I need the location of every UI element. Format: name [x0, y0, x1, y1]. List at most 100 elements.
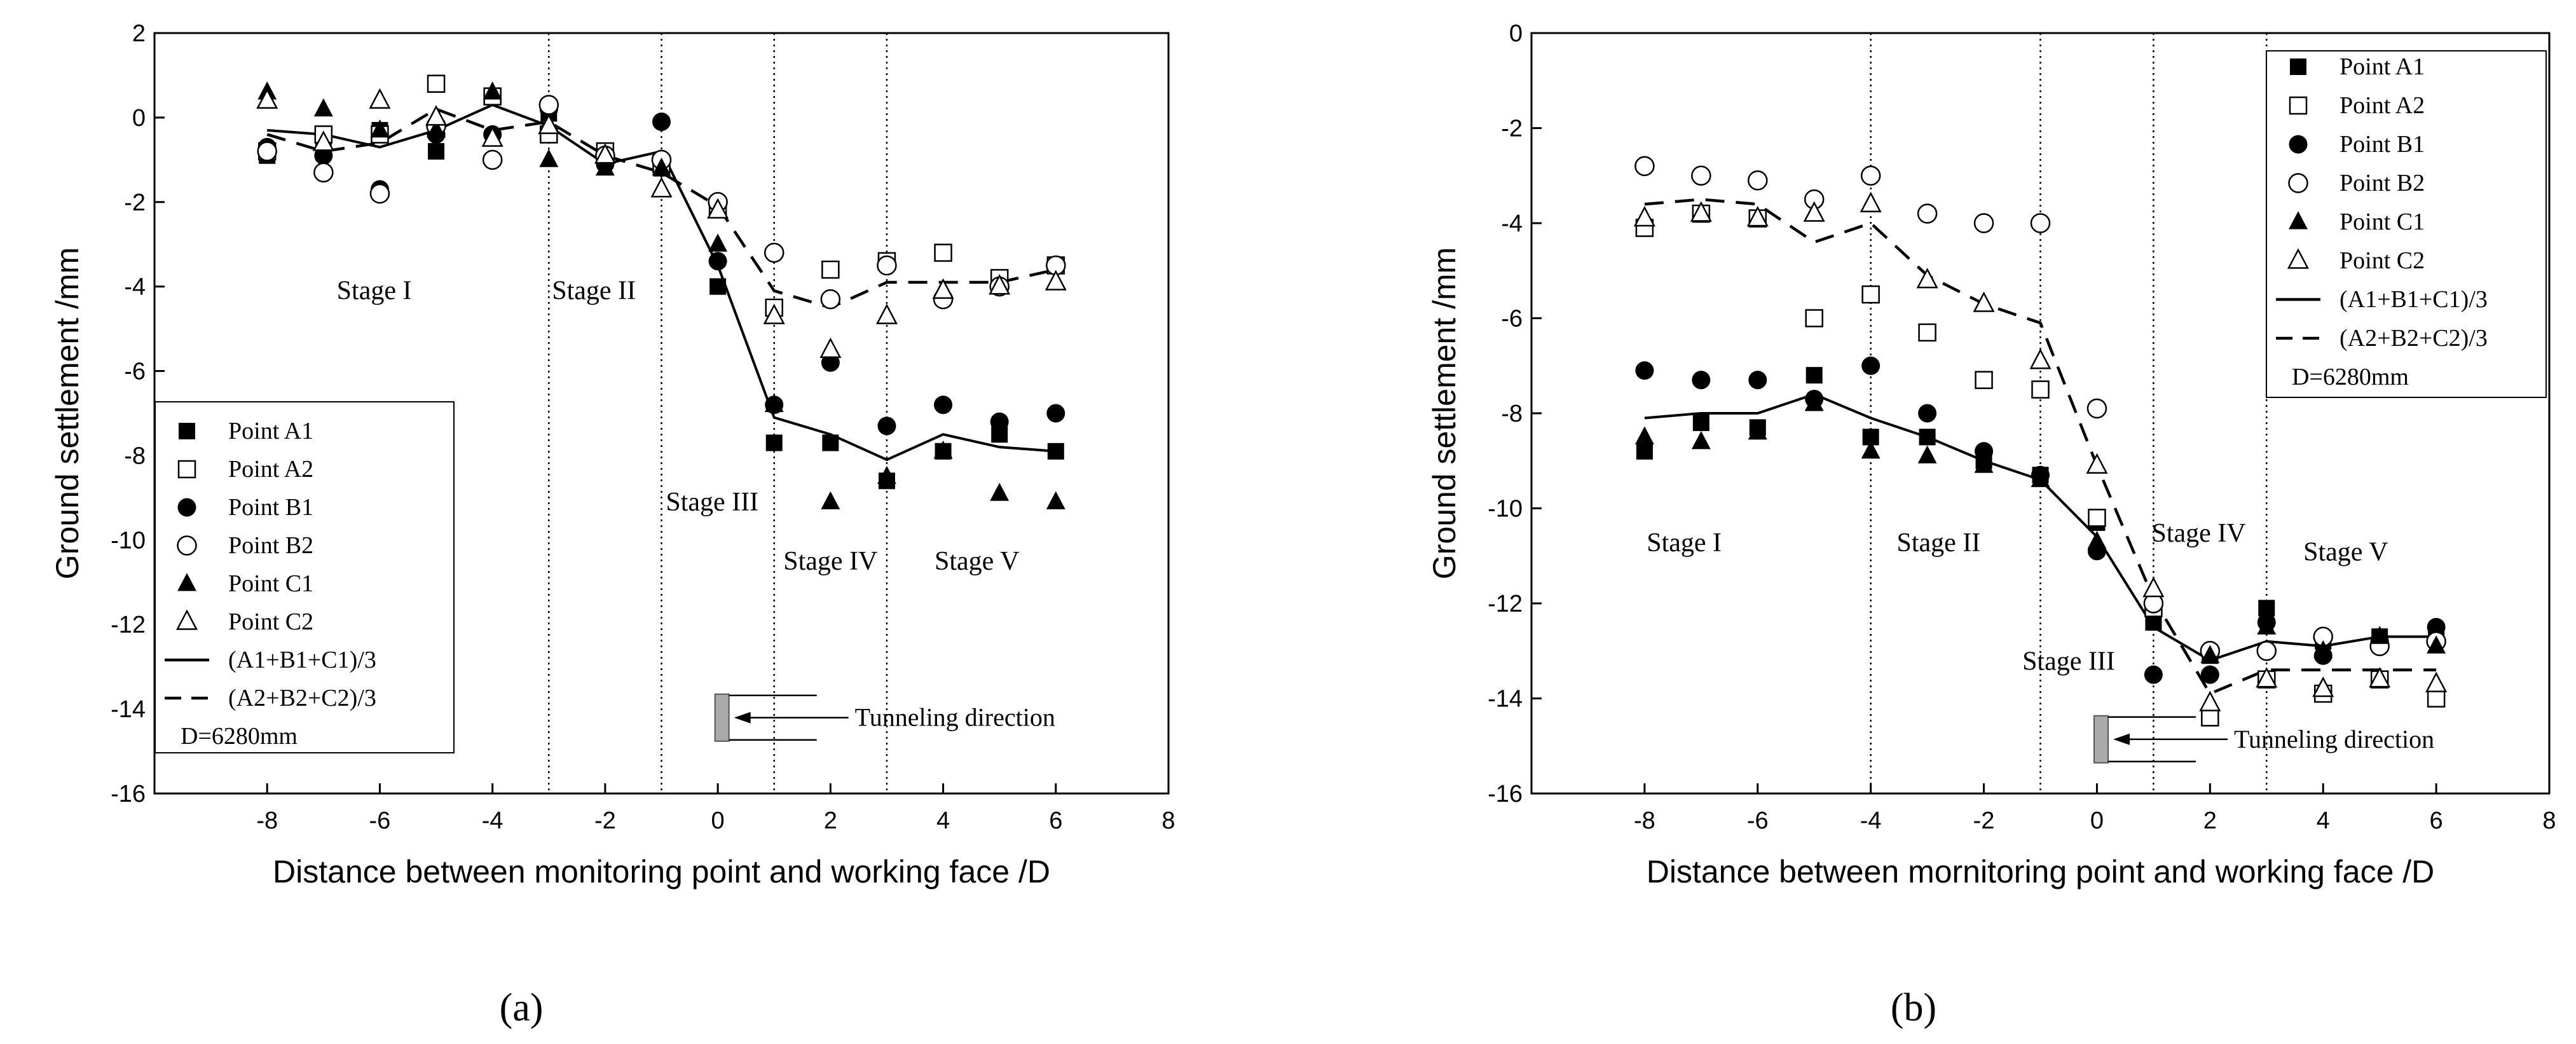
- data-point: [989, 274, 1011, 295]
- x-tick-label: 6: [2430, 807, 2443, 834]
- legend-marker: [2289, 96, 2308, 115]
- arrow-left-icon: [734, 711, 751, 724]
- data-point: [1748, 371, 1767, 390]
- data-point: [1633, 205, 1655, 227]
- data-point: [369, 183, 390, 204]
- x-tick-label: -4: [1860, 807, 1882, 834]
- stage-label: Stage II: [1897, 528, 1981, 558]
- y-tick-label: 2: [132, 20, 146, 47]
- data-point: [1636, 443, 1653, 460]
- legend-label: (A2+B2+C2)/3: [2340, 325, 2488, 352]
- data-point: [2427, 635, 2446, 654]
- data-point: [764, 242, 784, 263]
- panel-caption: (b): [1891, 986, 1936, 1029]
- data-point: [2031, 380, 2050, 399]
- shield-machine-icon: [714, 693, 730, 742]
- legend-label: Point B2: [2340, 170, 2425, 196]
- x-tick-label: 4: [936, 807, 950, 834]
- x-tick-label: -2: [594, 807, 616, 834]
- data-point: [595, 157, 615, 176]
- data-point: [370, 119, 390, 138]
- data-point: [2427, 617, 2446, 636]
- stage-label: Stage III: [2022, 647, 2115, 677]
- data-point: [1917, 203, 1938, 224]
- data-point: [2200, 665, 2219, 684]
- stage-label: Stage IV: [2151, 519, 2245, 548]
- legend-box: [154, 401, 455, 753]
- data-point: [650, 177, 673, 198]
- stage-label: Stage II: [552, 277, 636, 306]
- data-point: [932, 278, 954, 299]
- data-point: [821, 260, 840, 279]
- stage-label: Stage I: [337, 277, 412, 306]
- legend-label: Point B2: [228, 532, 313, 559]
- x-tick-label: 0: [711, 807, 725, 834]
- data-point: [1691, 165, 1711, 186]
- y-tick-label: -2: [1501, 116, 1523, 142]
- y-tick-label: -12: [111, 612, 146, 638]
- data-point: [1046, 404, 1065, 423]
- legend-marker: [2289, 135, 2308, 154]
- data-point: [482, 149, 503, 170]
- data-point: [2086, 453, 2108, 474]
- y-tick-label: -16: [111, 781, 146, 807]
- y-tick-label: 0: [1509, 20, 1523, 47]
- data-point: [1860, 191, 1882, 212]
- data-point: [1918, 404, 1937, 423]
- data-point: [428, 143, 445, 160]
- y-tick-label: -12: [1488, 591, 1523, 617]
- data-point: [1975, 371, 1993, 389]
- y-tick-label: -8: [1501, 401, 1523, 427]
- data-point: [483, 81, 502, 100]
- data-point: [1917, 445, 1937, 464]
- data-point: [313, 162, 334, 183]
- y-tick-label: -14: [1488, 686, 1523, 713]
- arrow-label: Tunneling direction: [855, 703, 1055, 732]
- arrow-left-icon: [2113, 733, 2130, 745]
- y-axis-label: Ground settlement /mm: [1427, 247, 1462, 579]
- shield-machine-icon: [2093, 715, 2109, 764]
- legend-label: Point C2: [228, 608, 313, 635]
- y-tick-label: -14: [111, 696, 146, 723]
- legend-label: Point B1: [2340, 131, 2425, 158]
- data-point: [1860, 165, 1881, 186]
- data-point: [1691, 430, 1711, 450]
- legend-label: Point A1: [2340, 53, 2425, 80]
- legend-marker: [177, 460, 196, 479]
- y-tick-label: -8: [124, 443, 146, 469]
- series-line-dashed: [1644, 198, 2437, 696]
- data-point: [1692, 414, 1709, 431]
- legend-annotation: D=6280mm: [181, 723, 298, 750]
- x-tick-label: 8: [1161, 807, 1175, 834]
- data-point: [1975, 442, 1994, 461]
- x-tick-label: 2: [824, 807, 837, 834]
- legend-label: Point A2: [2340, 92, 2425, 119]
- data-point: [820, 289, 841, 310]
- chart-panel-b: -8 -6 -4 -2 0 2 4 6 8 0 -2 -4 -6 -8 -10 -12 -14 -16 Distan…: [1427, 20, 2556, 1029]
- data-point: [1916, 268, 1938, 289]
- data-point: [1804, 393, 1824, 411]
- legend: Point A1 Point A2 Point B1 Point B2 Point C1…: [2266, 50, 2547, 398]
- data-point: [2201, 708, 2219, 727]
- y-tick-label: -2: [124, 189, 146, 216]
- data-point: [538, 113, 560, 134]
- data-point: [2144, 665, 2163, 684]
- data-point: [1045, 270, 1067, 291]
- data-point: [1973, 291, 1995, 312]
- data-point: [877, 255, 897, 276]
- data-point: [990, 483, 1010, 501]
- data-point: [652, 157, 671, 176]
- data-point: [990, 412, 1009, 431]
- legend-label: Point C2: [2340, 247, 2425, 274]
- x-tick-label: 8: [2542, 807, 2556, 834]
- y-tick-label: -4: [124, 274, 146, 301]
- data-point: [1634, 426, 1654, 444]
- stage-label: Stage IV: [783, 547, 877, 576]
- data-point: [933, 440, 953, 459]
- x-tick-label: -8: [1634, 807, 1655, 834]
- y-tick-label: -6: [1501, 306, 1523, 333]
- data-point: [2142, 576, 2165, 598]
- data-point: [2370, 626, 2390, 644]
- data-point: [819, 337, 842, 359]
